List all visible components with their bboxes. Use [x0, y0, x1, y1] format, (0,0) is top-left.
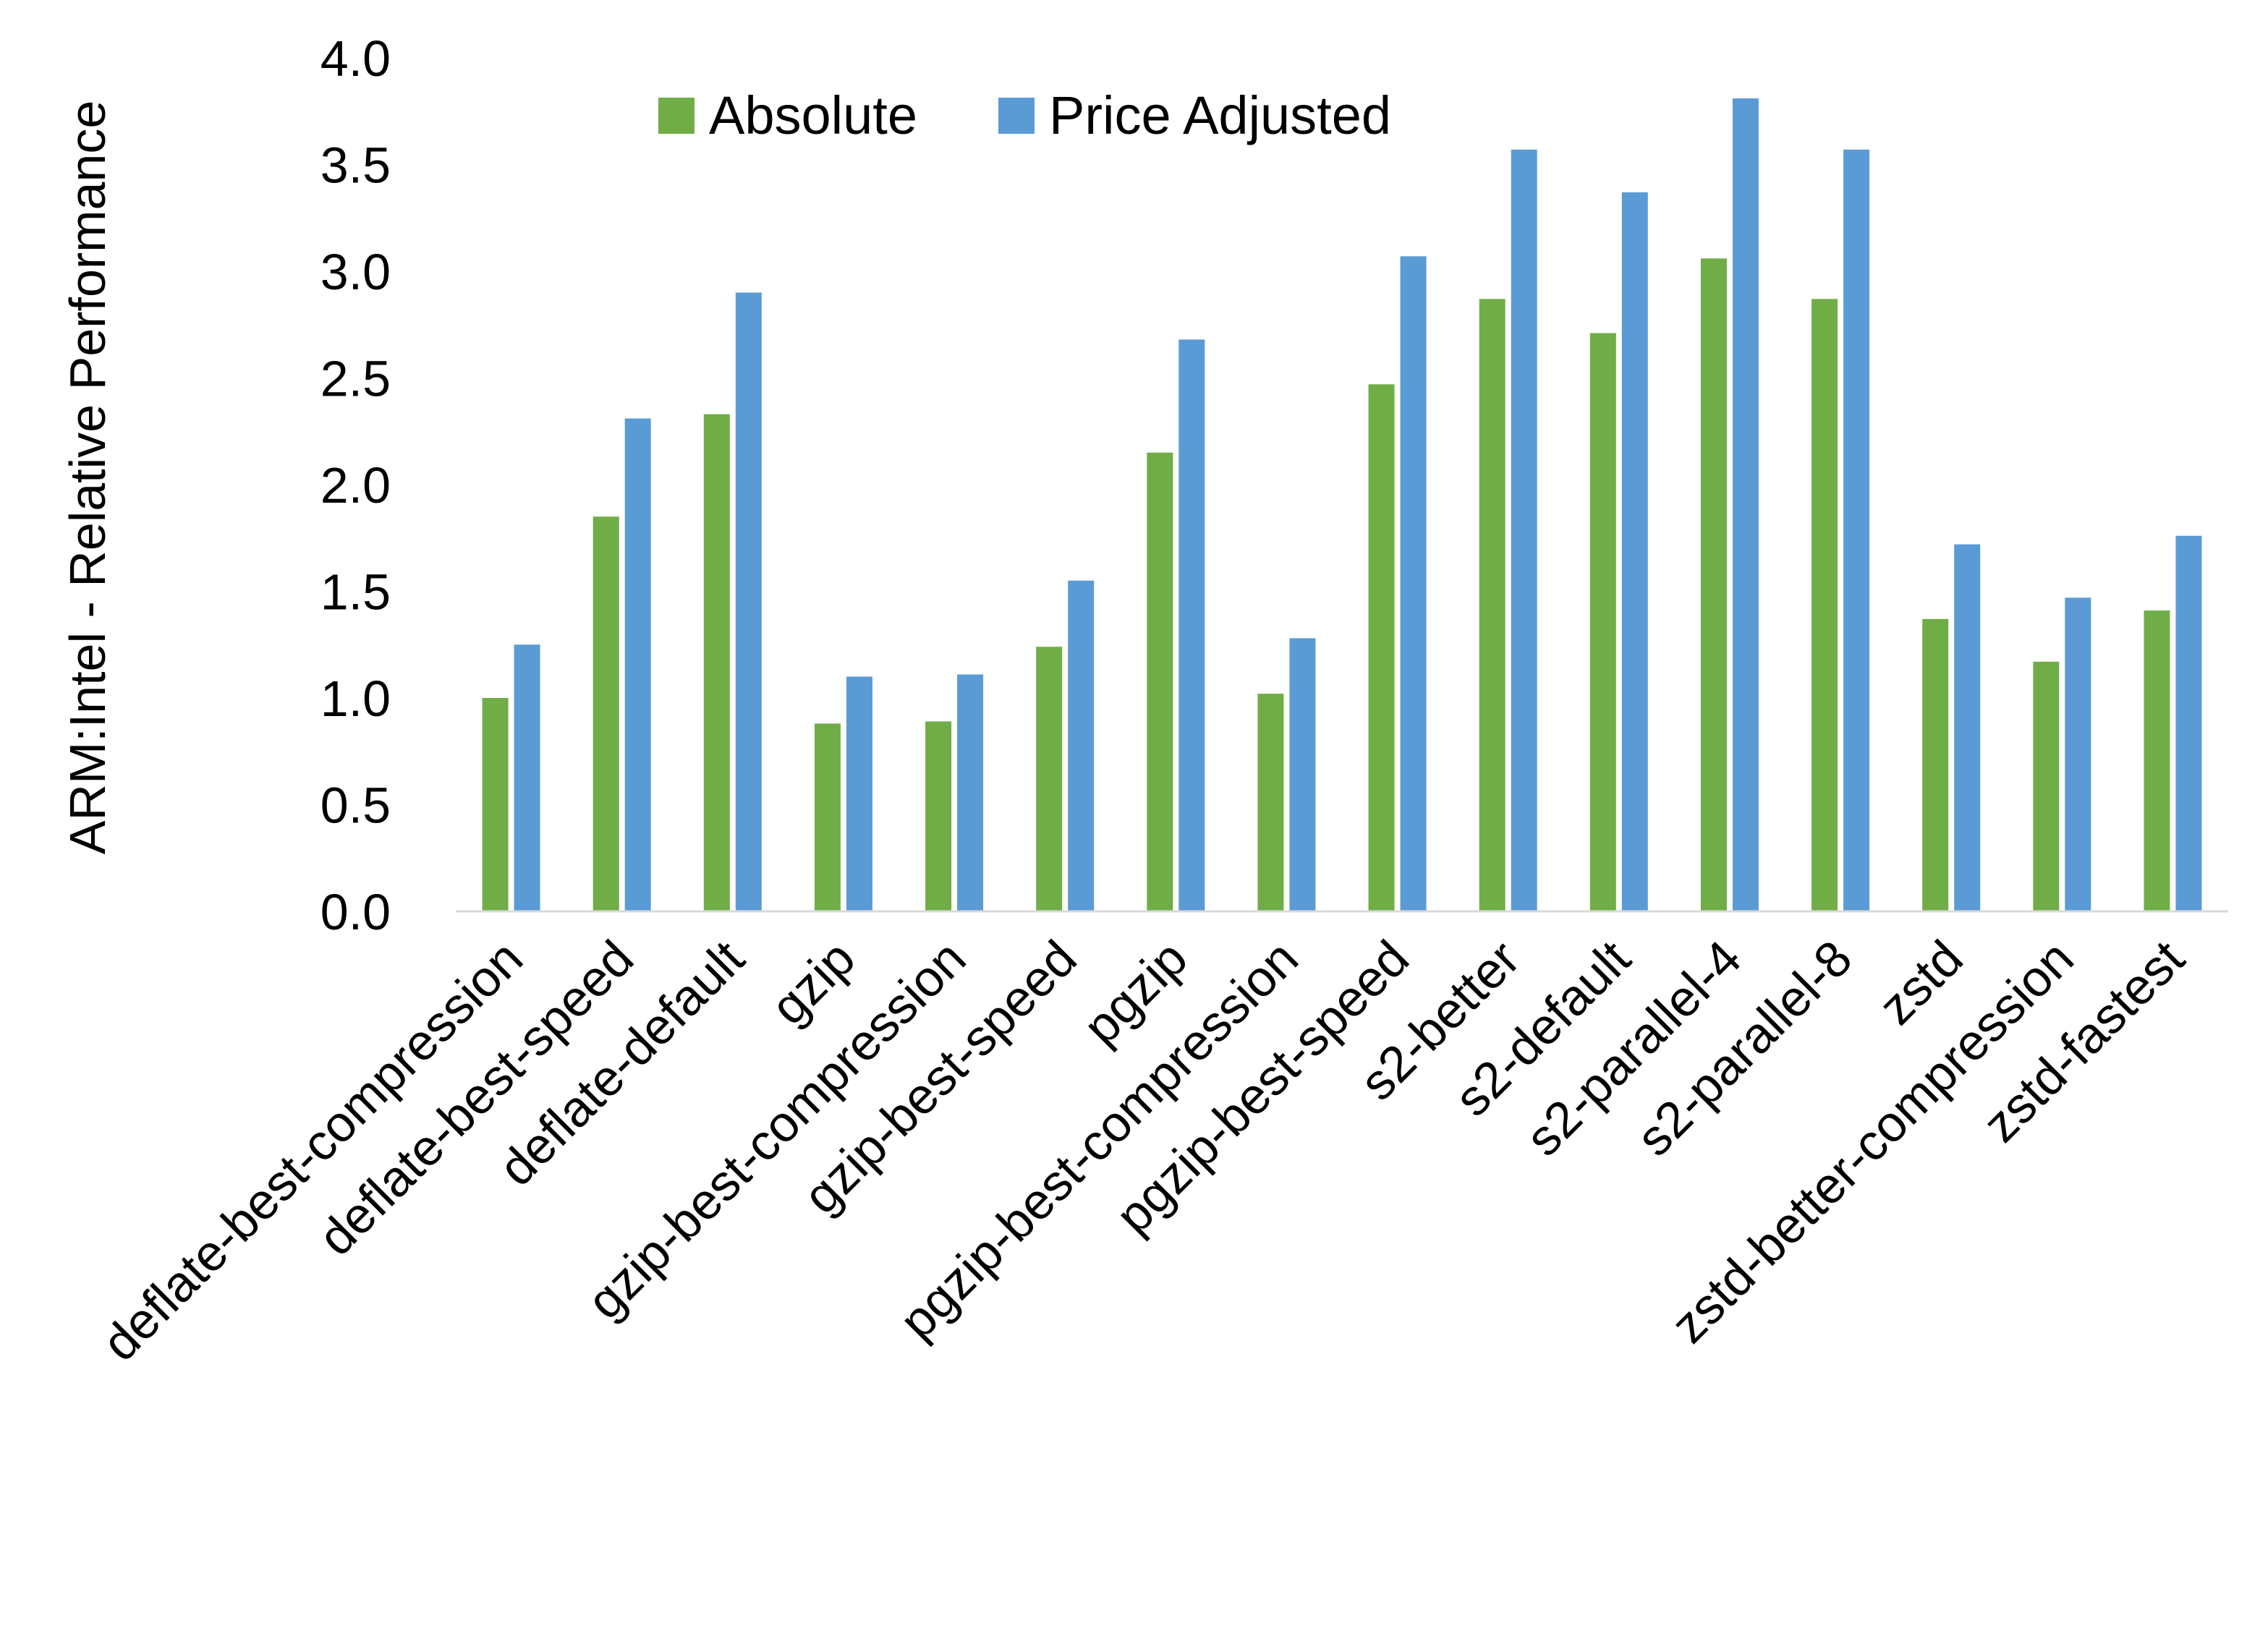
y-tick-label: 2.5	[320, 351, 391, 407]
bar-price-adjusted	[1068, 580, 1095, 911]
bar-price-adjusted	[2065, 597, 2091, 911]
bar-price-adjusted	[624, 418, 651, 911]
legend: Absolute Price Adjusted	[658, 85, 1391, 145]
bar-price-adjusted	[2175, 535, 2202, 911]
y-tick-label: 1.0	[320, 670, 391, 727]
bar-price-adjusted	[735, 292, 762, 911]
bar-absolute	[1257, 694, 1284, 911]
bar-absolute	[593, 516, 619, 911]
bar-absolute	[1922, 618, 1949, 911]
x-tick-label: deflate-best-compression	[91, 929, 533, 1371]
bar-absolute	[814, 723, 841, 911]
bar-price-adjusted	[1511, 149, 1537, 912]
bar-absolute	[1479, 299, 1505, 912]
bar-absolute	[1147, 452, 1173, 911]
bar-price-adjusted	[1843, 149, 1870, 912]
bar-price-adjusted	[1732, 98, 1759, 911]
legend-swatch	[658, 98, 695, 134]
bar-price-adjusted	[957, 674, 984, 911]
y-axis-title: ARM:Intel - Relative Performance	[59, 101, 116, 855]
bars	[482, 98, 2202, 912]
bar-absolute	[1812, 299, 1838, 912]
bar-absolute	[2033, 661, 2060, 911]
bar-absolute	[2144, 610, 2170, 911]
bar-absolute	[1036, 647, 1063, 911]
bar-price-adjusted	[514, 644, 540, 911]
y-axis-ticks: 0.0 0.5 1.0 1.5 2.0 2.5 3.0 3.5 4.0	[320, 30, 391, 940]
y-tick-label: 2.0	[320, 457, 391, 514]
bar-price-adjusted	[1954, 544, 1981, 911]
legend-label: Price Adjusted	[1049, 85, 1391, 145]
bar-absolute	[1368, 384, 1395, 911]
bar-price-adjusted	[1400, 256, 1427, 912]
bar-absolute	[1589, 333, 1616, 911]
bar-absolute	[925, 721, 952, 911]
bar-absolute	[1700, 258, 1727, 911]
y-tick-label: 4.0	[320, 30, 391, 87]
bar-price-adjusted	[1289, 638, 1316, 911]
y-tick-label: 3.0	[320, 244, 391, 300]
y-tick-label: 0.5	[320, 778, 391, 834]
bar-price-adjusted	[1621, 192, 1648, 912]
bar-price-adjusted	[846, 676, 872, 911]
y-tick-label: 3.5	[320, 137, 391, 194]
bar-absolute	[703, 414, 730, 911]
y-tick-label: 0.0	[320, 884, 391, 940]
x-axis-labels: deflate-best-compressiondeflate-best-spe…	[91, 929, 2195, 1371]
y-tick-label: 1.5	[320, 564, 391, 621]
legend-label: Absolute	[709, 85, 917, 145]
bar-absolute	[482, 698, 509, 911]
bar-price-adjusted	[1178, 339, 1205, 911]
legend-swatch	[998, 98, 1035, 134]
